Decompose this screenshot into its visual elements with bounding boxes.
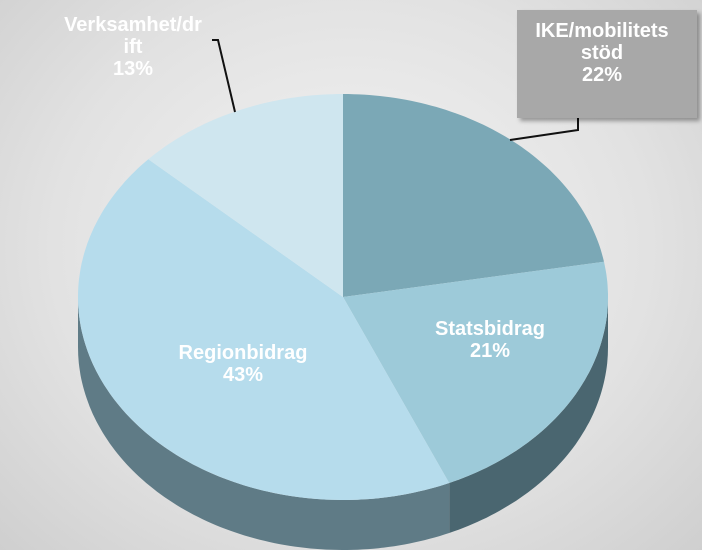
data-label: IKE/mobilitetsstöd 22% <box>531 20 673 86</box>
data-label: Verksamhet/drift 13% <box>62 14 204 80</box>
slice <box>343 261 608 483</box>
value-label: 13% <box>112 58 154 80</box>
leader-line <box>212 39 236 113</box>
slice <box>148 94 343 297</box>
leader-line <box>509 118 579 141</box>
slice-side <box>78 297 450 550</box>
slice <box>343 94 604 297</box>
category-label: Regionbidrag <box>178 342 308 364</box>
data-label: Regionbidrag 43% <box>172 342 314 386</box>
category-label: Verksamhet/drift <box>64 14 202 58</box>
slice <box>78 159 450 501</box>
data-label: Statsbidrag 21% <box>419 318 561 362</box>
label-box <box>517 10 697 118</box>
category-label: IKE/mobilitetsstöd <box>535 20 669 64</box>
category-label: Statsbidrag <box>434 318 546 340</box>
value-label: 21% <box>469 340 511 362</box>
value-label: 43% <box>222 364 264 386</box>
value-label: 22% <box>581 64 623 86</box>
slice-side <box>449 297 608 533</box>
